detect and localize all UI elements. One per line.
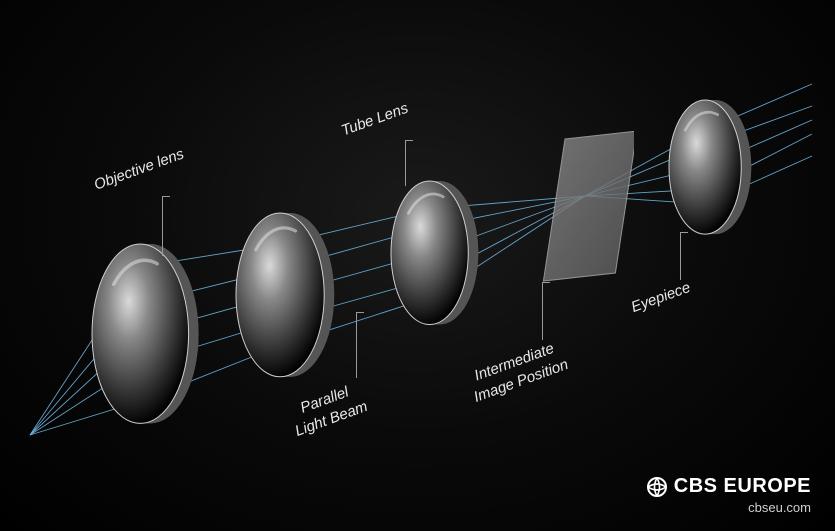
lens2-lens bbox=[222, 208, 338, 382]
intermediate-label: IntermediateImage Position bbox=[464, 336, 571, 407]
parallel-label-line1: Parallel bbox=[286, 378, 364, 422]
objective-leader bbox=[162, 196, 163, 256]
tube-label-text: Tube Lens bbox=[339, 100, 410, 140]
parallel-label-line2: Light Beam bbox=[292, 397, 370, 441]
intermediate-label-line2: Image Position bbox=[471, 355, 571, 407]
parallel-leader-tick bbox=[356, 312, 364, 313]
intermediate-label-line1: Intermediate bbox=[464, 336, 564, 388]
objective-label-text: Objective lens bbox=[92, 145, 186, 193]
objective-leader-tick bbox=[162, 196, 170, 197]
brand-block: CBS EUROPE cbseu.com bbox=[646, 475, 811, 515]
tube-leader bbox=[405, 140, 406, 186]
tube-lens bbox=[377, 176, 482, 330]
brand-url: cbseu.com bbox=[646, 500, 811, 515]
eyepiece-leader-tick bbox=[680, 232, 688, 233]
eyepiece-label: Eyepiece bbox=[629, 278, 694, 317]
eyepiece-label-text: Eyepiece bbox=[629, 279, 693, 316]
brand-name-row: CBS EUROPE bbox=[646, 475, 811, 498]
parallel-leader bbox=[356, 312, 357, 378]
image_plane-plane bbox=[532, 129, 634, 293]
objective-lens bbox=[78, 239, 203, 428]
parallel-label: ParallelLight Beam bbox=[286, 378, 371, 441]
eyepiece-leader bbox=[680, 232, 681, 280]
tube-label: Tube Lens bbox=[339, 99, 411, 141]
tube-leader-tick bbox=[405, 140, 413, 141]
eyepiece-lens bbox=[655, 95, 755, 239]
globe-icon bbox=[646, 476, 668, 498]
intermediate-leader bbox=[542, 282, 543, 340]
intermediate-leader-tick bbox=[542, 282, 550, 283]
brand-name: CBS EUROPE bbox=[674, 475, 811, 498]
objective-label: Objective lens bbox=[92, 144, 187, 195]
diagram-canvas: Objective lens Tube Lens ParallelLight Bea… bbox=[0, 0, 835, 531]
